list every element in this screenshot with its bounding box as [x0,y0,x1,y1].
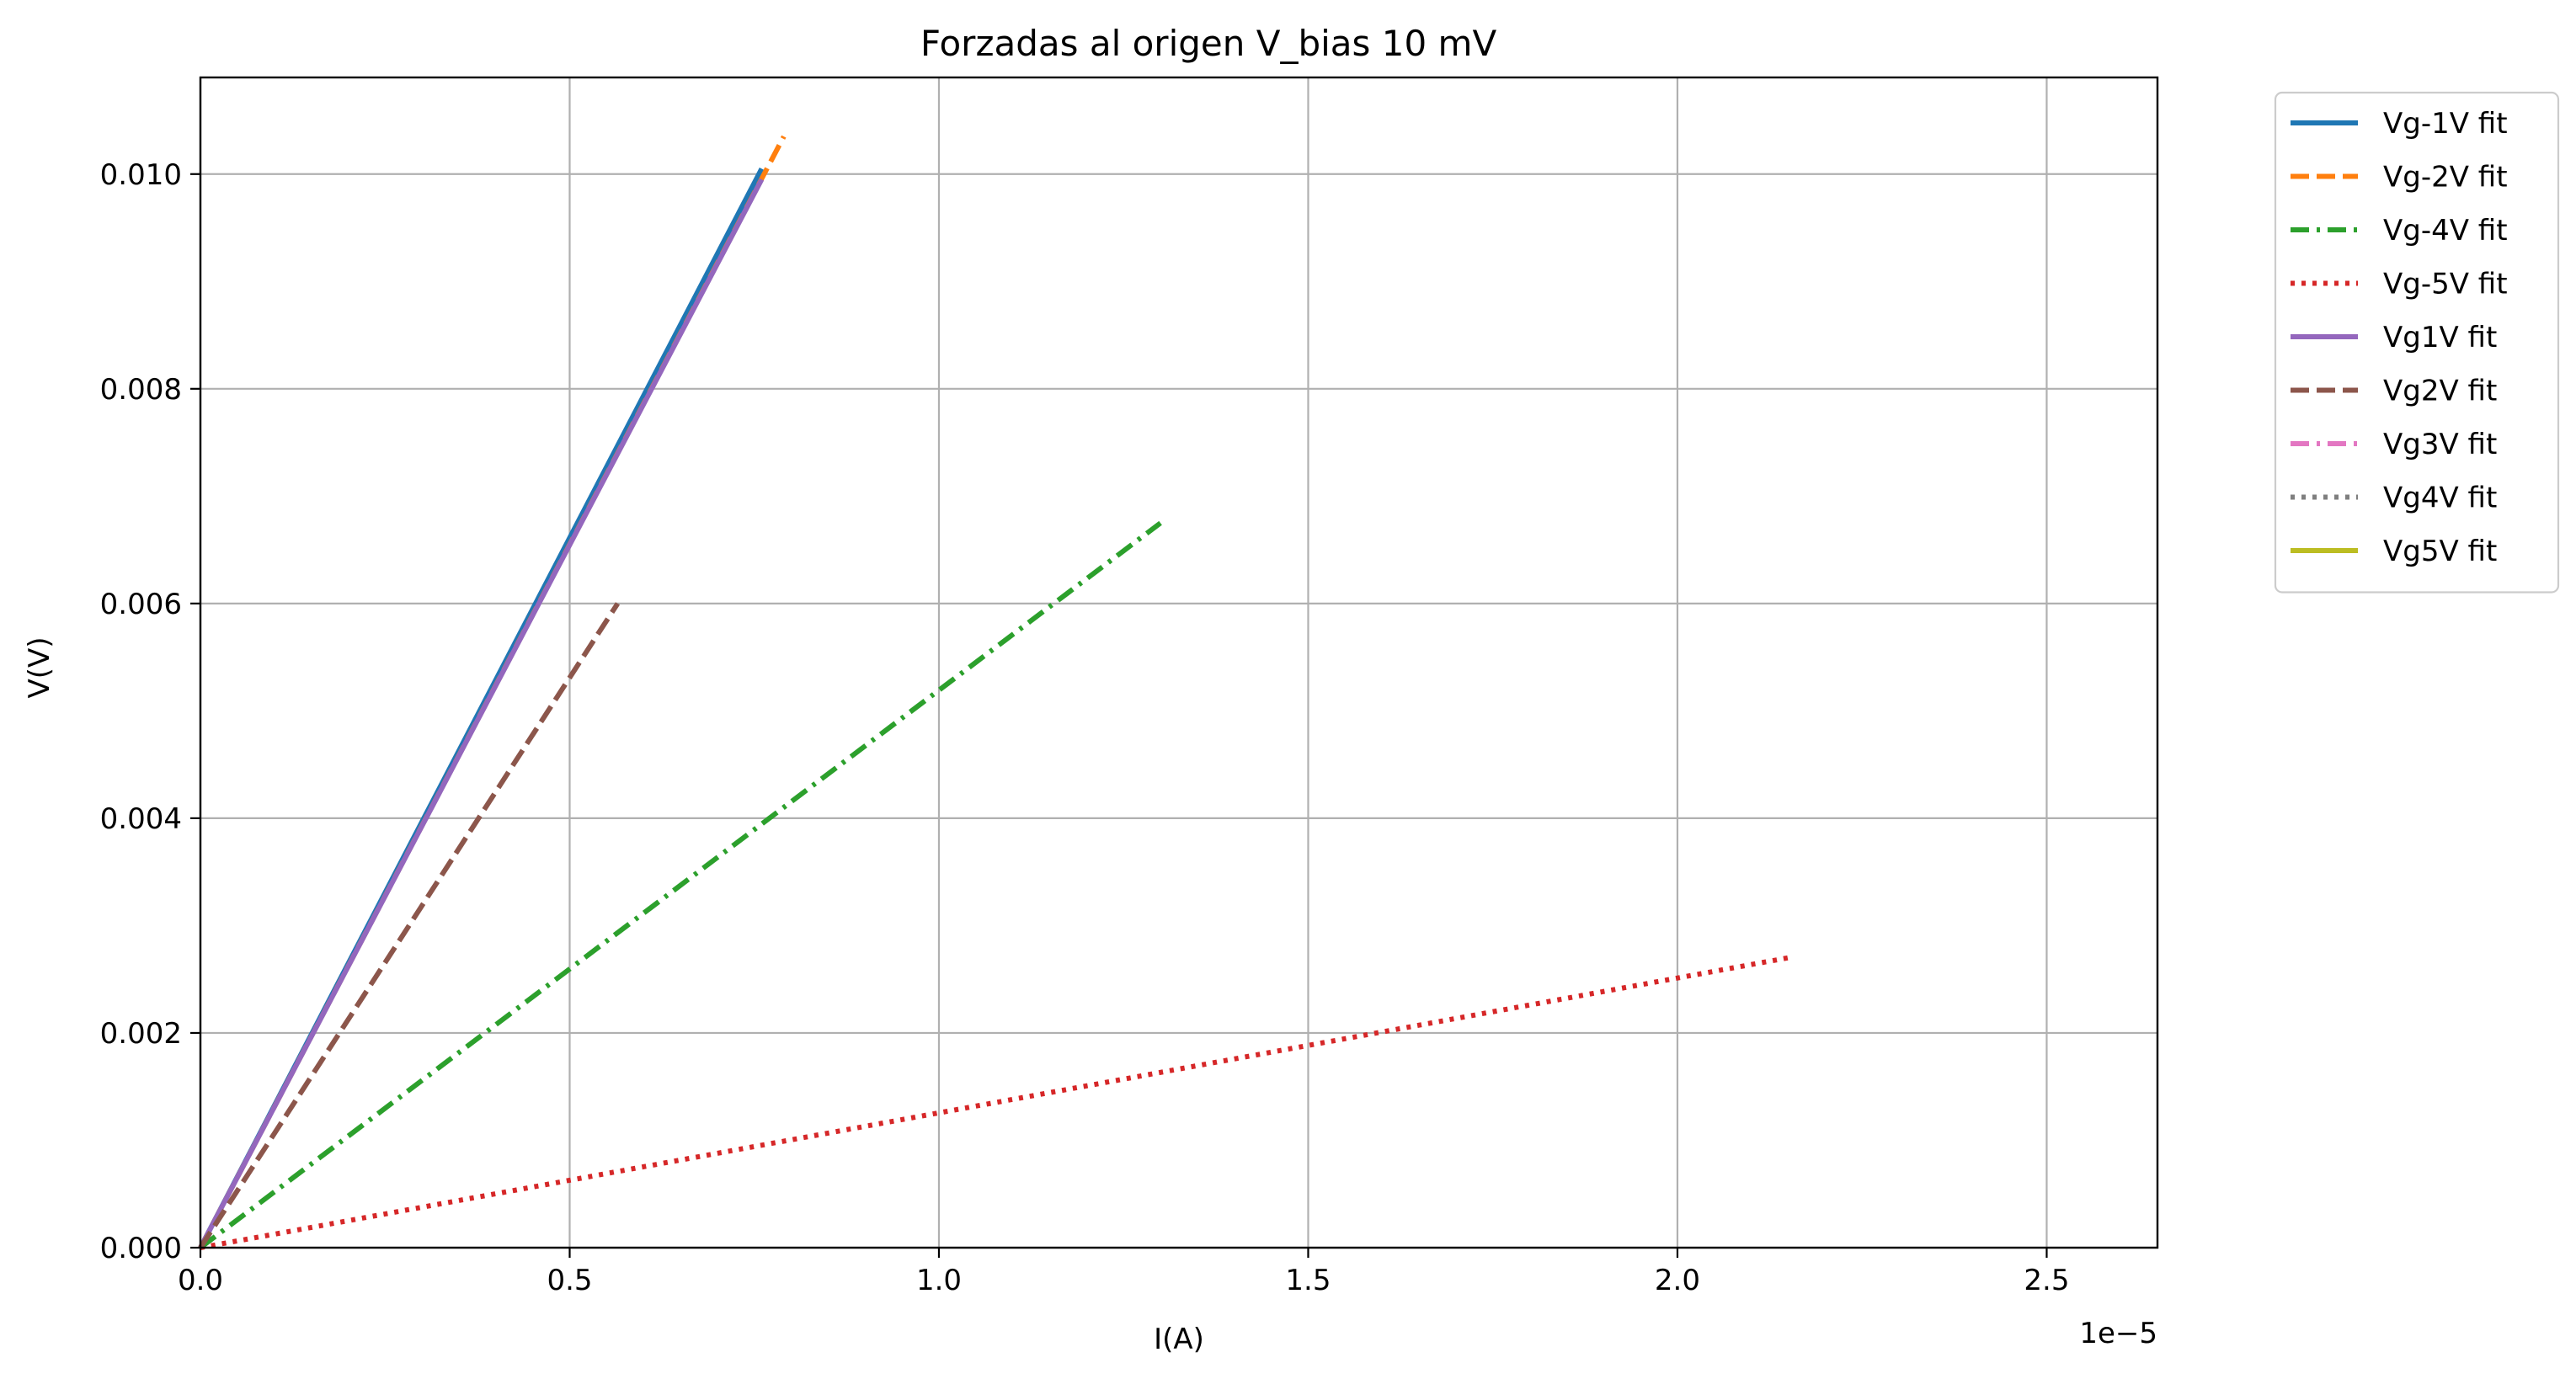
y-tick-label: 0.010 [100,158,182,192]
legend-label-vg3v-fit: Vg3V fit [2383,428,2497,461]
series-line-vg-4v-fit [199,520,1162,1250]
y-tick-label: 0.004 [100,802,182,836]
y-tick-label: 0.002 [100,1017,182,1051]
x-tick-label: 2.0 [1655,1264,1700,1297]
x-tick-label: 1.5 [1285,1264,1331,1297]
legend-box [2274,91,2560,594]
series-line-vg2v-fit [198,602,621,1249]
x-tick-label: 2.5 [2024,1264,2069,1297]
y-tick-label: 0.000 [100,1232,182,1265]
x-tick-label: 0.0 [178,1264,223,1297]
y-axis: 0.000 0.002 0.004 0.006 0.008 0.010 [100,158,200,1265]
legend-label-vg-4v-fit: Vg-4V fit [2383,214,2508,248]
series-line-vg1v-fit [198,178,765,1249]
x-tick-label: 1.0 [916,1264,962,1297]
plot-frame [199,76,2159,1249]
legend-label-vg-2v-fit: Vg-2V fit [2383,161,2508,194]
legend: Vg-1V fit Vg-2V fit Vg-4V fit Vg-5V fit Vg1V… [2274,91,2560,594]
y-axis-label: V(V) [23,636,56,698]
legend-label-vg5v-fit: Vg5V fit [2383,535,2497,568]
y-tick-label: 0.006 [100,588,182,621]
y-tick-label: 0.008 [100,373,182,407]
legend-label-vg-5v-fit: Vg-5V fit [2383,268,2508,301]
series-lines [198,135,1789,1250]
x-axis-offset-label: 1e−5 [2079,1317,2157,1350]
x-tick-label: 0.5 [547,1264,592,1297]
legend-label-vg1v-fit: Vg1V fit [2383,321,2497,354]
legend-label-vg-1v-fit: Vg-1V fit [2383,107,2508,141]
chart-title: Forzadas al origen V_bias 10 mV [920,23,1497,64]
legend-label-vg2v-fit: Vg2V fit [2383,375,2497,408]
x-axis: 0.0 0.5 1.0 1.5 2.0 2.5 [178,1248,2069,1297]
x-axis-label: I(A) [1154,1323,1204,1356]
legend-label-vg4v-fit: Vg4V fit [2383,482,2497,515]
